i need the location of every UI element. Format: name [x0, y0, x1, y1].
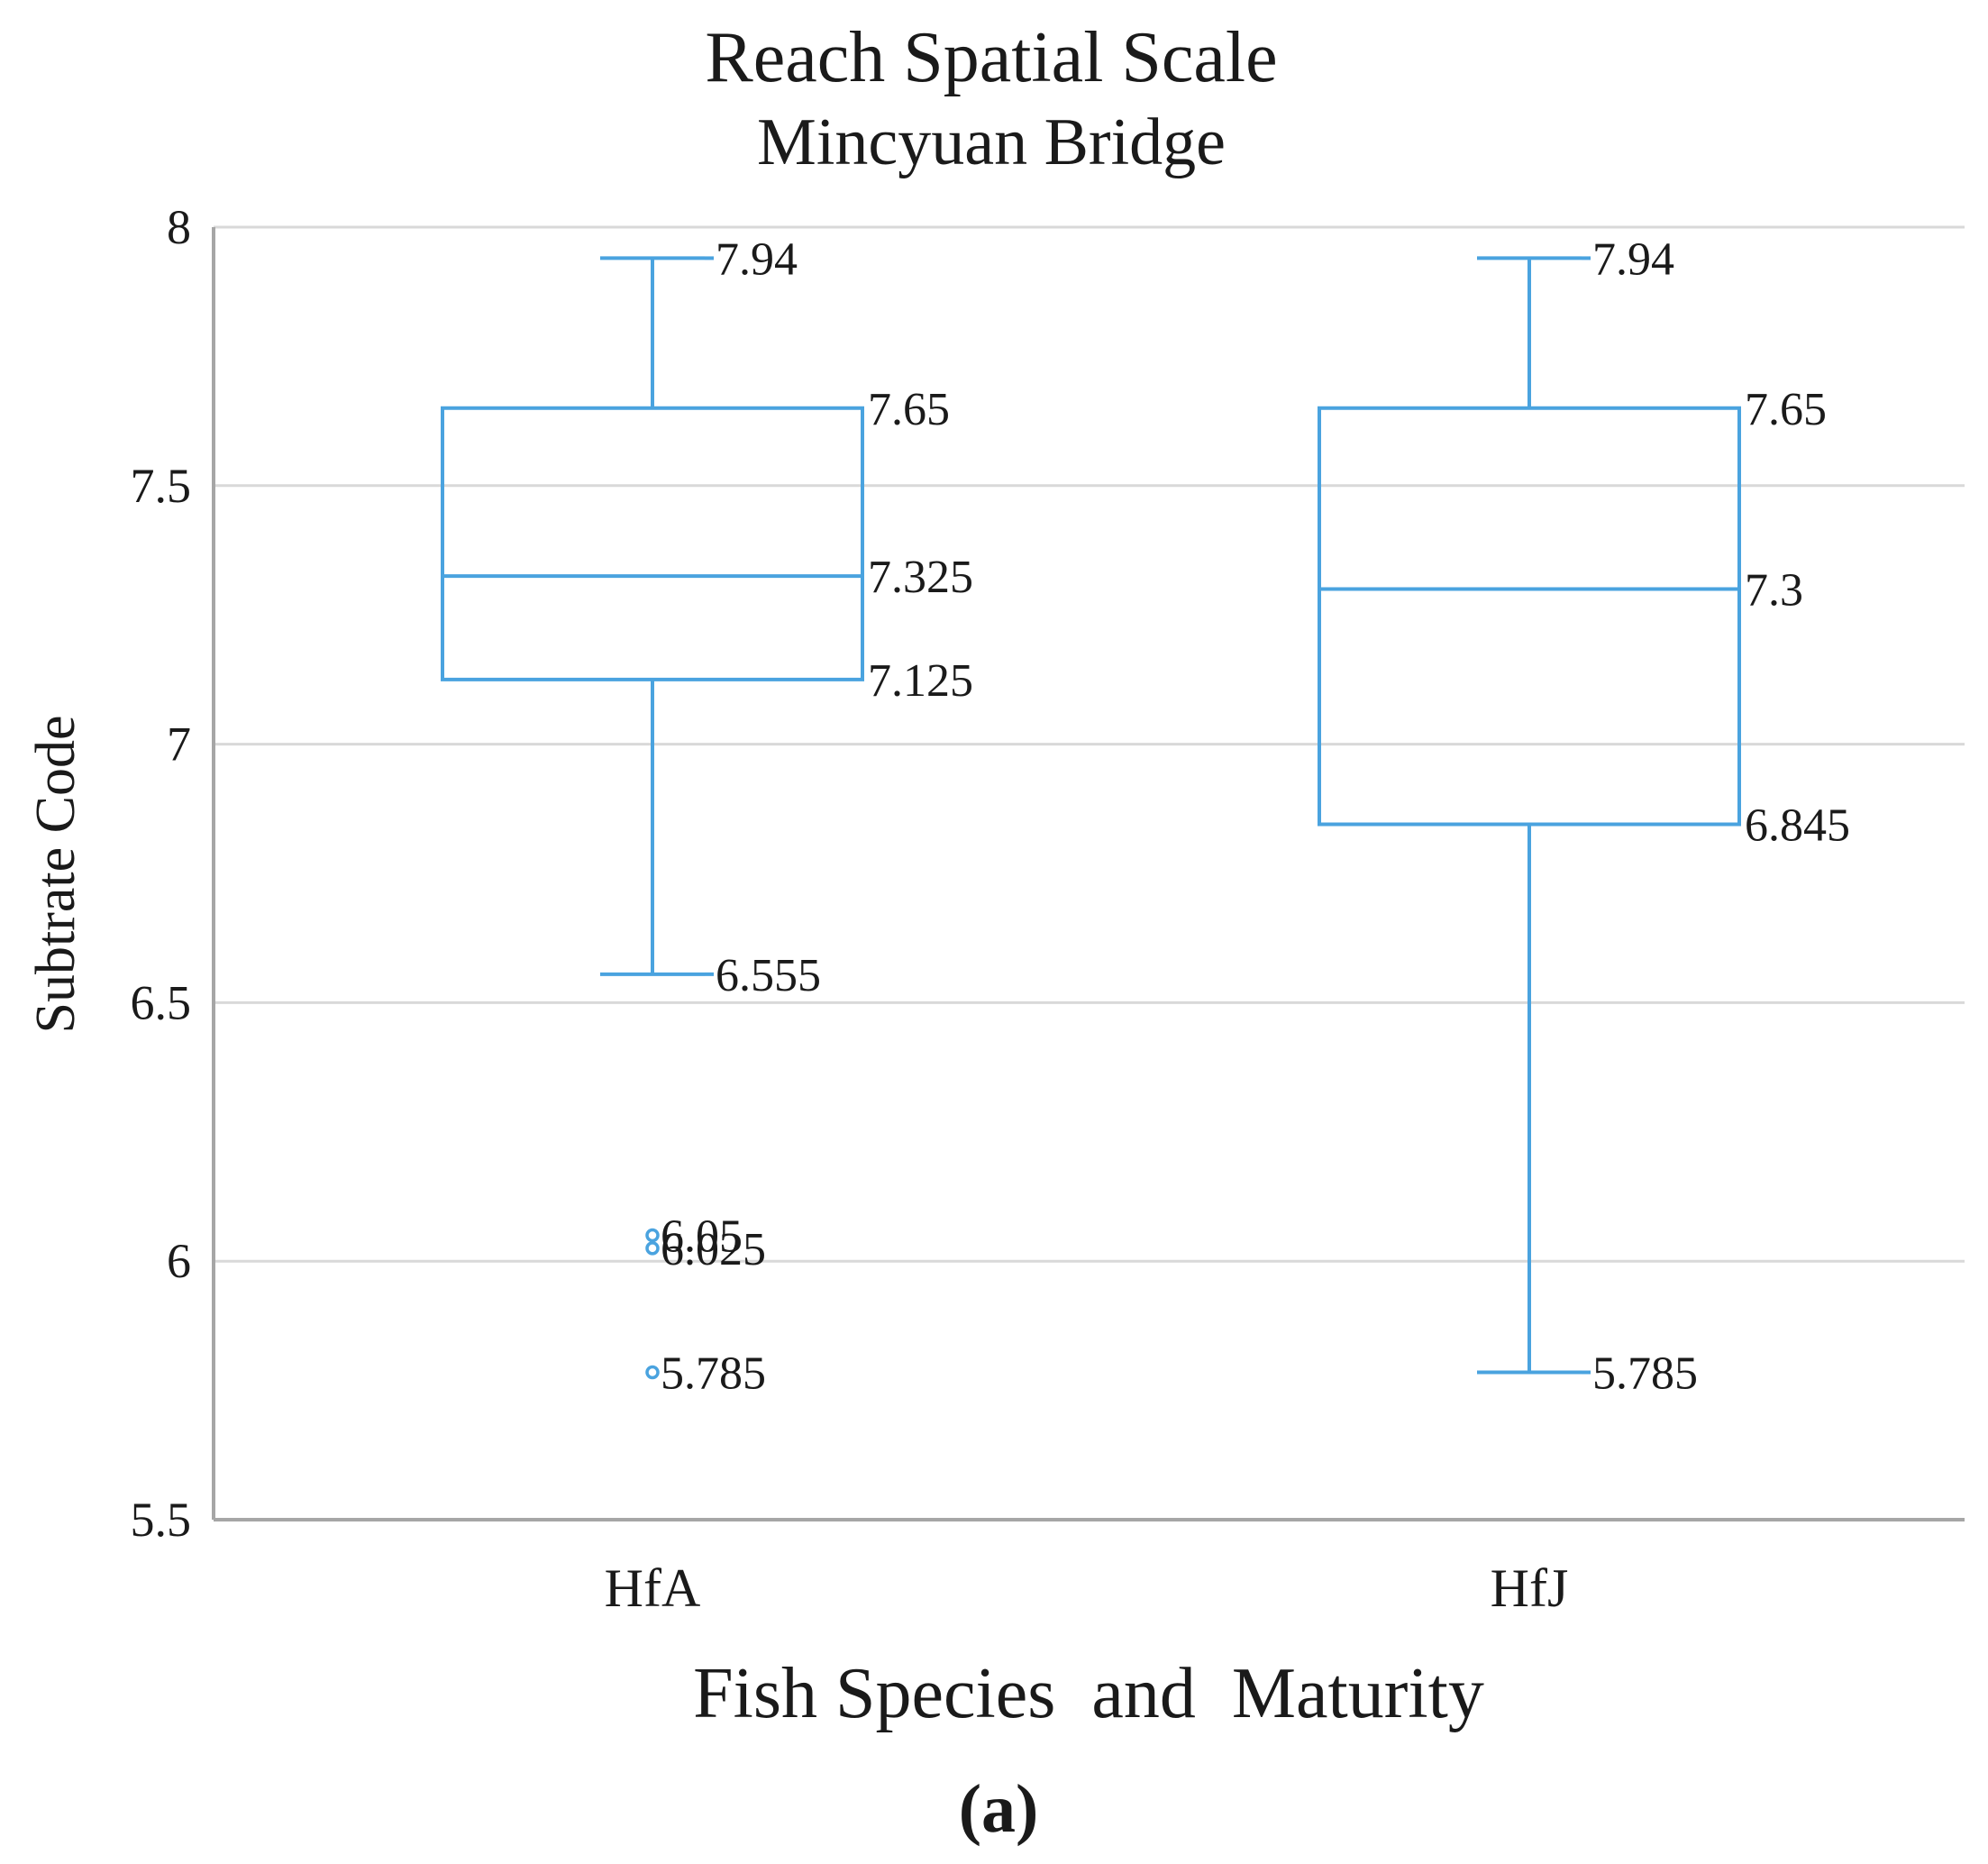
- median-label: 7.3: [1745, 565, 1803, 617]
- box-series: 7.946.5557.657.3257.1256.056.0255.7857.9…: [441, 233, 1850, 1400]
- outlier-point: [645, 1241, 660, 1256]
- y-tick-label: 7.5: [131, 459, 192, 513]
- x-axis-label: Fish Species and Maturity: [693, 1654, 1484, 1733]
- panel-label: (a): [959, 1771, 1039, 1847]
- y-tick-label: 8: [167, 200, 191, 254]
- whisker-high-label: 7.94: [1592, 233, 1674, 285]
- median-label: 7.325: [868, 552, 973, 603]
- whisker-low-label: 5.785: [1592, 1348, 1698, 1400]
- outlier-label: 6.05: [661, 1211, 743, 1263]
- y-axis-ticks: 5.5 6 6.5 7 7.5 8: [131, 200, 192, 1547]
- y-axis-label: Subtrate Code: [25, 716, 87, 1034]
- y-tick-label: 6.5: [131, 975, 192, 1029]
- whisker-high-label: 7.94: [716, 233, 798, 285]
- y-tick-label: 5.5: [131, 1493, 192, 1547]
- q1-label: 7.125: [868, 655, 973, 707]
- y-tick-label: 7: [167, 717, 191, 772]
- chart-subtitle: Mincyuan Bridge: [757, 105, 1226, 179]
- outlier-point: [645, 1228, 660, 1243]
- whisker-low-label: 6.555: [716, 950, 821, 1001]
- q3-label: 7.65: [1745, 384, 1827, 435]
- outlier-label: 5.785: [661, 1348, 766, 1400]
- iqr-box: [441, 406, 864, 681]
- q3-label: 7.65: [868, 384, 950, 435]
- x-axis-categories: HfA HfJ: [605, 1558, 1569, 1618]
- x-category-label: HfJ: [1491, 1558, 1569, 1618]
- x-category-label: HfA: [605, 1558, 701, 1618]
- y-tick-label: 6: [167, 1234, 191, 1288]
- box-hfj: 7.94 5.785 7.65 7.3 6.845: [1318, 233, 1850, 1400]
- outlier-point: [645, 1365, 660, 1380]
- gridlines: [214, 225, 1965, 1263]
- chart-title: Reach Spatial Scale: [705, 18, 1277, 97]
- outlier-label: 6.025: [661, 1224, 766, 1275]
- iqr-box: [1318, 406, 1741, 827]
- q1-label: 6.845: [1745, 800, 1850, 852]
- box-hfa: 7.94 6.555 7.65 7.325 7.125 6.056.025 5.785: [441, 233, 973, 1400]
